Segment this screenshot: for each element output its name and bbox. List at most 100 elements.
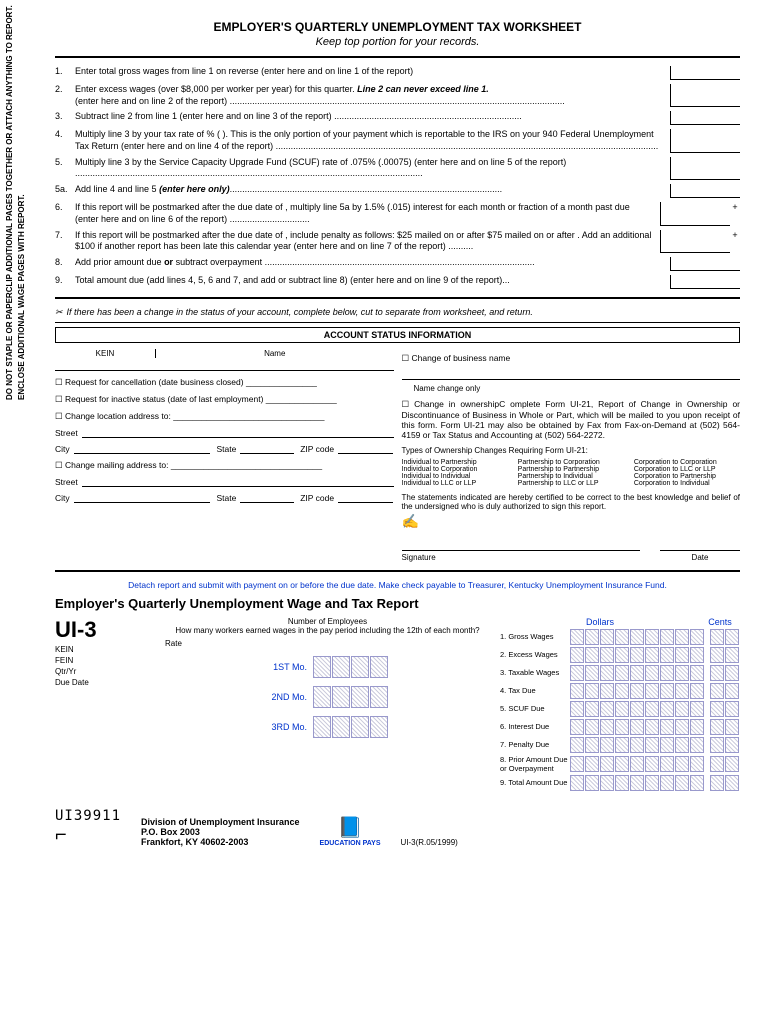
line-6-box[interactable] <box>660 202 730 225</box>
city-field-2[interactable] <box>74 493 211 503</box>
line-1-num: 1. <box>55 66 75 80</box>
due-label: Due Date <box>55 678 155 687</box>
city-field-1[interactable] <box>74 444 211 454</box>
row-3-boxes[interactable] <box>570 665 739 681</box>
line-8: 8. Add prior amount due or subtract over… <box>55 257 740 271</box>
row-7-label: 7. Penalty Due <box>500 740 570 749</box>
num-emp-title: Number of Employees <box>165 617 490 626</box>
row-7-boxes[interactable] <box>570 737 739 753</box>
address-line-1: Division of Unemployment Insurance <box>141 817 300 827</box>
line-4: 4. Multiply line 3 by your tax rate of %… <box>55 129 740 152</box>
signature-line[interactable]: Signature <box>402 550 641 562</box>
month-3-boxes[interactable] <box>313 716 388 738</box>
line-5-box[interactable] <box>670 157 740 180</box>
state-label-1: State <box>216 444 236 454</box>
line-5a-text: Add line 4 and line 5 (enter here only).… <box>75 184 670 198</box>
row-4-boxes[interactable] <box>570 683 739 699</box>
line-2: 2. Enter excess wages (over $8,000 per w… <box>55 84 740 107</box>
name-change-only: Name change only <box>414 384 741 393</box>
ui3-label: UI-3 <box>55 617 155 643</box>
worksheet-title: EMPLOYER'S QUARTERLY UNEMPLOYMENT TAX WO… <box>55 20 740 34</box>
month-2-boxes[interactable] <box>313 686 388 708</box>
row-9-boxes[interactable] <box>570 775 739 791</box>
line-1-box[interactable] <box>670 66 740 80</box>
line-6-text: If this report will be postmarked after … <box>75 202 660 225</box>
month-1-boxes[interactable] <box>313 656 388 678</box>
zip-label-1: ZIP code <box>300 444 334 454</box>
type-c1-0: Individual to Partnership <box>402 459 508 466</box>
street-label-2: Street <box>55 477 78 487</box>
row-1-boxes[interactable] <box>570 629 739 645</box>
type-c2-1: Partnership to Partnership <box>518 466 624 473</box>
street-label-1: Street <box>55 428 78 438</box>
row-4-label: 4. Tax Due <box>500 686 570 695</box>
ownership-checkbox[interactable]: Change in ownershipC omplete Form UI-21,… <box>402 399 741 440</box>
line-9-box[interactable] <box>670 275 740 289</box>
line-8-text: Add prior amount due or subtract overpay… <box>75 257 670 271</box>
date-line[interactable]: Date <box>660 550 740 562</box>
line-5a-box[interactable] <box>670 184 740 198</box>
month-3-label: 3RD Mo. <box>267 722 307 732</box>
address-block: Division of Unemployment Insurance P.O. … <box>141 817 300 847</box>
line-5a: 5a. Add line 4 and line 5 (enter here on… <box>55 184 740 198</box>
type-c2-0: Partnership to Corporation <box>518 459 624 466</box>
kein-header: KEIN <box>55 349 155 358</box>
type-c2-3: Partnership to LLC or LLP <box>518 480 624 487</box>
change-name-checkbox[interactable]: Change of business name <box>402 353 741 364</box>
line-7: 7. If this report will be postmarked aft… <box>55 230 740 253</box>
line-8-box[interactable] <box>670 257 740 271</box>
name-header: Name <box>155 349 394 358</box>
line-2-text: Enter excess wages (over $8,000 per work… <box>75 84 670 107</box>
line-5-text: Multiply line 3 by the Service Capacity … <box>75 157 670 180</box>
inactive-checkbox[interactable]: Request for inactive status (date of las… <box>55 394 394 405</box>
change-mailing-checkbox[interactable]: Change mailing address to: _____________… <box>55 460 394 471</box>
type-c2-2: Partnership to Individual <box>518 473 624 480</box>
row-6-boxes[interactable] <box>570 719 739 735</box>
line-4-text: Multiply line 3 by your tax rate of % ( … <box>75 129 670 152</box>
type-c3-2: Corporation to Partnership <box>634 473 740 480</box>
worksheet-subtitle: Keep top portion for your records. <box>55 36 740 48</box>
line-9: 9. Total amount due (add lines 4, 5, 6 a… <box>55 275 740 289</box>
street-field-2[interactable] <box>82 477 394 487</box>
line-3-box[interactable] <box>670 111 740 125</box>
zip-field-2[interactable] <box>338 493 393 503</box>
num-emp-subtitle: How many workers earned wages in the pay… <box>165 626 490 635</box>
kein-label: KEIN <box>55 645 155 654</box>
zip-field-1[interactable] <box>338 444 393 454</box>
month-1-label: 1ST Mo. <box>267 662 307 672</box>
row-5-boxes[interactable] <box>570 701 739 717</box>
line-9-text: Total amount due (add lines 4, 5, 6 and … <box>75 275 670 289</box>
rate-label: Rate <box>165 639 490 648</box>
line-7-num: 7. <box>55 230 75 253</box>
fein-label: FEIN <box>55 656 155 665</box>
line-3-text: Subtract line 2 from line 1 (enter here … <box>75 111 670 125</box>
address-line-2: P.O. Box 2003 <box>141 827 300 837</box>
report-title: Employer's Quarterly Unemployment Wage a… <box>55 596 740 611</box>
barcode: UI39911 <box>55 808 121 824</box>
line-1: 1. Enter total gross wages from line 1 o… <box>55 66 740 80</box>
line-5-num: 5. <box>55 157 75 180</box>
change-location-checkbox[interactable]: Change location address to: ____________… <box>55 411 394 422</box>
cancel-checkbox[interactable]: Request for cancellation (date business … <box>55 377 394 388</box>
city-label-1: City <box>55 444 70 454</box>
scissors-instruction: If there has been a change in the status… <box>55 307 740 318</box>
line-7-plus: + <box>730 230 740 253</box>
line-2-num: 2. <box>55 84 75 107</box>
line-2-box[interactable] <box>670 84 740 107</box>
line-4-box[interactable] <box>670 129 740 152</box>
line-1-text: Enter total gross wages from line 1 on r… <box>75 66 670 80</box>
row-2-boxes[interactable] <box>570 647 739 663</box>
state-field-2[interactable] <box>240 493 294 503</box>
qtr-label: Qtr/Yr <box>55 667 155 676</box>
row-8-boxes[interactable] <box>570 756 739 772</box>
state-field-1[interactable] <box>240 444 294 454</box>
row-6-label: 6. Interest Due <box>500 722 570 731</box>
side-instruction-2: ENCLOSE ADDITIONAL WAGE PAGES WITH REPOR… <box>17 194 26 400</box>
street-field-1[interactable] <box>82 428 394 438</box>
type-c1-1: Individual to Corporation <box>402 466 508 473</box>
month-2-label: 2ND Mo. <box>267 692 307 702</box>
line-5a-num: 5a. <box>55 184 75 198</box>
line-3: 3. Subtract line 2 from line 1 (enter he… <box>55 111 740 125</box>
zip-label-2: ZIP code <box>300 493 334 503</box>
line-7-box[interactable] <box>660 230 730 253</box>
